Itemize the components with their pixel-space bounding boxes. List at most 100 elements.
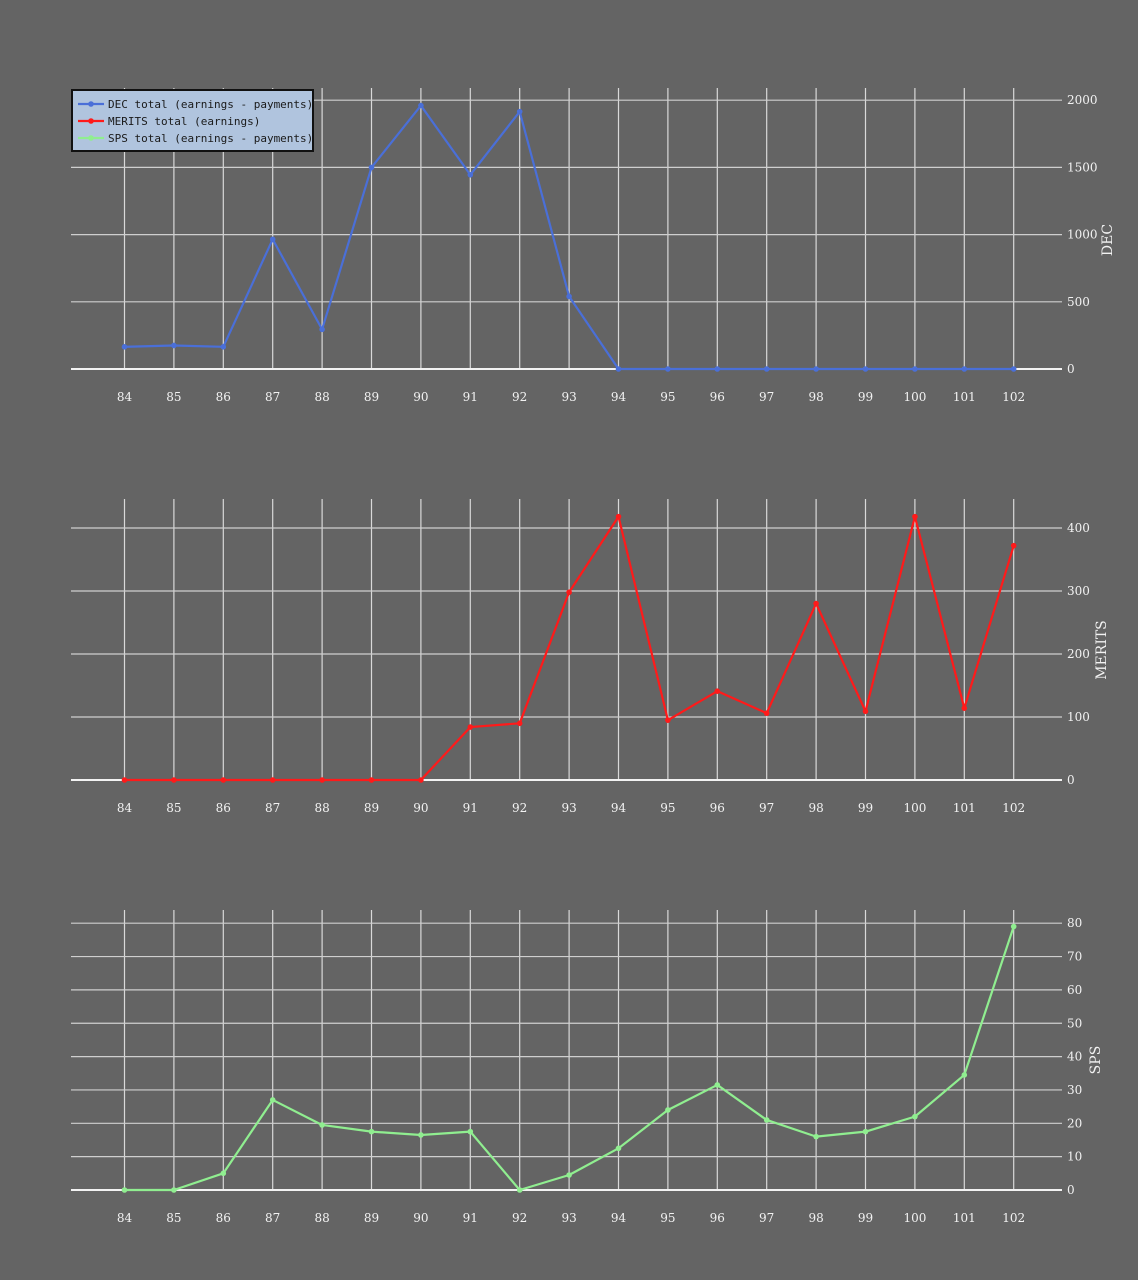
data-point[interactable] [319, 1122, 325, 1128]
data-point[interactable] [1010, 923, 1017, 930]
x-tick-label: 101 [953, 801, 976, 815]
legend-label[interactable]: MERITS total (earnings) [108, 115, 260, 128]
x-tick-label: 99 [858, 390, 873, 404]
data-point[interactable] [418, 102, 424, 109]
legend-label[interactable]: SPS total (earnings - payments) [108, 132, 313, 145]
x-tick-label: 102 [1002, 1211, 1025, 1225]
x-tick-label: 91 [463, 801, 478, 815]
plots-layer: 84 85 86 87 88 89 90 91 92 93 94 95 96 97 98 99 100 101 10… [71, 88, 1116, 1225]
x-tick-label: 92 [512, 390, 527, 404]
data-point[interactable] [714, 688, 721, 694]
data-point[interactable] [220, 344, 227, 350]
x-tick-label: 88 [314, 390, 329, 404]
data-point[interactable] [912, 1113, 918, 1120]
x-tick-label: 92 [512, 1211, 527, 1225]
data-point[interactable] [269, 1097, 276, 1103]
y-tick-label: 10 [1067, 1150, 1082, 1164]
x-tick-label: 86 [216, 390, 231, 404]
data-point[interactable] [269, 236, 276, 243]
data-point[interactable] [615, 366, 622, 372]
data-point[interactable] [121, 777, 128, 783]
x-tick-label: 96 [710, 1211, 725, 1225]
x-tick-label: 100 [903, 1211, 926, 1225]
data-point[interactable] [121, 344, 128, 350]
y-axis-label: DEC [1100, 224, 1116, 256]
data-point[interactable] [615, 513, 622, 520]
data-point[interactable] [566, 293, 572, 300]
data-point[interactable] [763, 1117, 770, 1123]
data-point[interactable] [813, 600, 819, 607]
data-point[interactable] [566, 1172, 572, 1178]
x-tick-label: 87 [265, 801, 280, 815]
legend-swatch-marker [88, 118, 94, 124]
data-point[interactable] [171, 342, 177, 349]
data-point[interactable] [467, 1128, 474, 1135]
data-point[interactable] [665, 366, 671, 372]
x-tick-label: 95 [660, 801, 675, 815]
data-point[interactable] [961, 705, 968, 711]
data-point[interactable] [467, 171, 474, 178]
y-tick-label: 0 [1067, 773, 1075, 787]
data-point[interactable] [912, 366, 918, 372]
data-point[interactable] [665, 1107, 671, 1113]
x-tick-label: 93 [561, 801, 576, 815]
data-point[interactable] [516, 108, 523, 115]
data-point[interactable] [714, 366, 721, 372]
data-point[interactable] [269, 777, 276, 783]
x-tick-label: 91 [463, 1211, 478, 1225]
data-point[interactable] [912, 513, 918, 520]
y-tick-label: 80 [1067, 916, 1082, 930]
data-point[interactable] [813, 1133, 819, 1140]
x-tick-label: 93 [561, 1211, 576, 1225]
legend-label[interactable]: DEC total (earnings - payments) [108, 98, 313, 111]
data-point[interactable] [763, 366, 770, 372]
y-tick-label: 200 [1067, 647, 1090, 661]
data-point[interactable] [714, 1082, 721, 1088]
data-point[interactable] [1010, 366, 1017, 372]
data-point[interactable] [368, 1128, 375, 1135]
data-point[interactable] [368, 777, 375, 783]
data-point[interactable] [1010, 542, 1017, 549]
x-tick-label: 84 [117, 390, 133, 404]
data-point[interactable] [220, 1170, 227, 1177]
y-axis-label: SPS [1088, 1046, 1104, 1075]
data-point[interactable] [418, 1132, 424, 1138]
data-point[interactable] [615, 1145, 622, 1152]
y-tick-label: 100 [1067, 710, 1090, 724]
data-point[interactable] [171, 777, 177, 783]
y-tick-label: 400 [1067, 521, 1090, 535]
data-point[interactable] [566, 589, 572, 596]
x-tick-label: 89 [364, 1211, 379, 1225]
x-tick-label: 88 [314, 801, 329, 815]
data-point[interactable] [319, 326, 325, 333]
data-point[interactable] [665, 717, 671, 723]
chart-2: 84 85 86 87 88 89 90 91 92 93 94 95 96 97 98 99 100 101 10… [71, 910, 1104, 1225]
data-point[interactable] [961, 1072, 968, 1078]
chart-1: 84 85 86 87 88 89 90 91 92 93 94 95 96 97 98 99 100 101 10… [71, 499, 1110, 815]
data-point[interactable] [121, 1187, 128, 1193]
data-point[interactable] [467, 724, 474, 730]
data-point[interactable] [368, 164, 375, 171]
data-point[interactable] [319, 777, 325, 783]
x-tick-label: 97 [759, 1211, 774, 1225]
data-point[interactable] [763, 710, 770, 717]
data-point[interactable] [862, 366, 869, 372]
data-point[interactable] [813, 366, 819, 372]
data-point[interactable] [516, 1187, 523, 1193]
x-tick-label: 96 [710, 390, 725, 404]
data-point[interactable] [862, 1128, 869, 1135]
y-tick-label: 60 [1067, 983, 1082, 997]
x-tick-label: 97 [759, 801, 774, 815]
x-tick-label: 99 [858, 801, 873, 815]
x-tick-label: 90 [413, 390, 428, 404]
data-point[interactable] [516, 720, 523, 727]
data-point[interactable] [418, 777, 424, 783]
data-point[interactable] [220, 777, 227, 783]
x-tick-label: 90 [413, 801, 428, 815]
x-tick-label: 98 [808, 1211, 823, 1225]
x-tick-label: 94 [611, 1211, 627, 1225]
data-point[interactable] [961, 366, 968, 372]
data-point[interactable] [862, 708, 869, 715]
data-point[interactable] [171, 1187, 177, 1193]
